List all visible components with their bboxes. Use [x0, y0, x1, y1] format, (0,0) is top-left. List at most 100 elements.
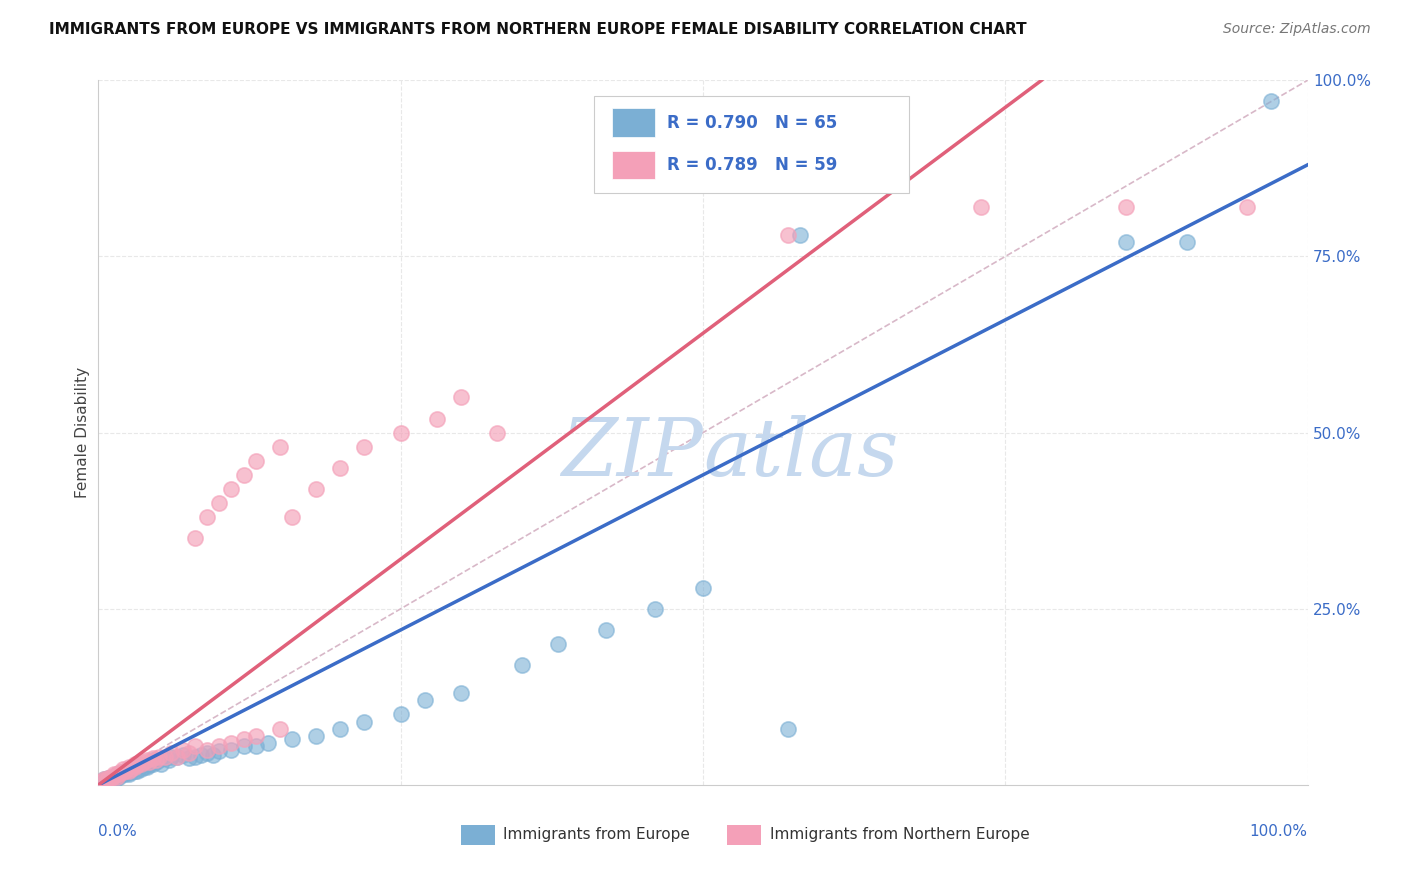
Point — [129, 763, 152, 777]
Point — [108, 767, 131, 781]
Point — [103, 770, 125, 784]
Point — [145, 753, 167, 767]
Point — [148, 749, 170, 764]
Point — [118, 764, 141, 778]
FancyBboxPatch shape — [613, 109, 655, 136]
Text: R = 0.790   N = 65: R = 0.790 N = 65 — [666, 113, 837, 131]
Point — [93, 772, 115, 787]
Point — [134, 760, 156, 774]
Point — [105, 767, 128, 781]
Point — [245, 739, 267, 754]
Point — [450, 391, 472, 405]
Y-axis label: Female Disability: Female Disability — [75, 367, 90, 499]
Point — [184, 749, 207, 764]
Point — [353, 714, 375, 729]
Point — [160, 746, 183, 760]
Point — [118, 763, 141, 777]
Point — [970, 200, 993, 214]
Point — [232, 739, 254, 754]
Point — [105, 771, 128, 785]
Point — [129, 758, 152, 772]
Point — [91, 774, 114, 789]
Point — [184, 739, 207, 754]
Point — [595, 623, 617, 637]
Text: 100.0%: 100.0% — [1250, 823, 1308, 838]
Point — [120, 765, 142, 780]
Point — [184, 532, 207, 546]
Text: IMMIGRANTS FROM EUROPE VS IMMIGRANTS FROM NORTHERN EUROPE FEMALE DISABILITY CORR: IMMIGRANTS FROM EUROPE VS IMMIGRANTS FRO… — [49, 22, 1026, 37]
Point — [108, 770, 131, 784]
Point — [101, 770, 124, 784]
Point — [305, 729, 328, 743]
Point — [353, 440, 375, 454]
Point — [148, 753, 170, 767]
Point — [450, 686, 472, 700]
Point — [281, 510, 304, 524]
Point — [329, 460, 352, 475]
Point — [127, 764, 149, 778]
FancyBboxPatch shape — [613, 151, 655, 179]
Point — [111, 765, 134, 780]
Point — [692, 581, 714, 595]
Point — [329, 722, 352, 736]
Point — [124, 760, 146, 774]
FancyBboxPatch shape — [727, 825, 761, 845]
Point — [105, 767, 128, 781]
Point — [221, 736, 243, 750]
Point — [208, 744, 231, 758]
Point — [1236, 200, 1258, 214]
Point — [124, 760, 146, 774]
Point — [153, 749, 176, 764]
Point — [91, 774, 114, 789]
Point — [195, 742, 218, 756]
Point — [179, 746, 201, 760]
Point — [202, 748, 225, 763]
Point — [221, 742, 243, 756]
Point — [111, 763, 134, 777]
Point — [111, 765, 134, 780]
Point — [389, 707, 412, 722]
Point — [103, 767, 125, 781]
Point — [100, 772, 122, 787]
Point — [124, 756, 146, 771]
Point — [305, 482, 328, 496]
Point — [166, 749, 188, 764]
Point — [100, 771, 122, 785]
Point — [232, 732, 254, 747]
Point — [776, 722, 799, 736]
Point — [138, 756, 160, 770]
Point — [281, 732, 304, 747]
Point — [510, 658, 533, 673]
Point — [134, 756, 156, 770]
Text: Immigrants from Northern Europe: Immigrants from Northern Europe — [769, 828, 1029, 842]
Point — [644, 601, 666, 615]
Point — [221, 482, 243, 496]
Text: Source: ZipAtlas.com: Source: ZipAtlas.com — [1223, 22, 1371, 37]
Point — [118, 765, 141, 780]
Point — [96, 772, 118, 787]
Point — [120, 763, 142, 777]
Point — [157, 753, 180, 767]
Point — [101, 771, 124, 785]
Point — [127, 758, 149, 772]
Point — [108, 765, 131, 780]
Text: atlas: atlas — [703, 415, 898, 492]
Point — [195, 746, 218, 760]
Point — [97, 771, 120, 785]
Point — [195, 510, 218, 524]
Point — [547, 637, 569, 651]
Point — [145, 756, 167, 770]
Point — [108, 767, 131, 781]
Point — [166, 749, 188, 764]
Point — [245, 729, 267, 743]
Point — [150, 756, 173, 771]
Point — [142, 753, 165, 767]
Point — [100, 771, 122, 785]
Point — [142, 756, 165, 771]
Point — [129, 756, 152, 771]
Point — [118, 767, 141, 781]
Point — [118, 760, 141, 774]
Point — [269, 440, 291, 454]
Point — [1260, 95, 1282, 109]
Point — [208, 739, 231, 754]
